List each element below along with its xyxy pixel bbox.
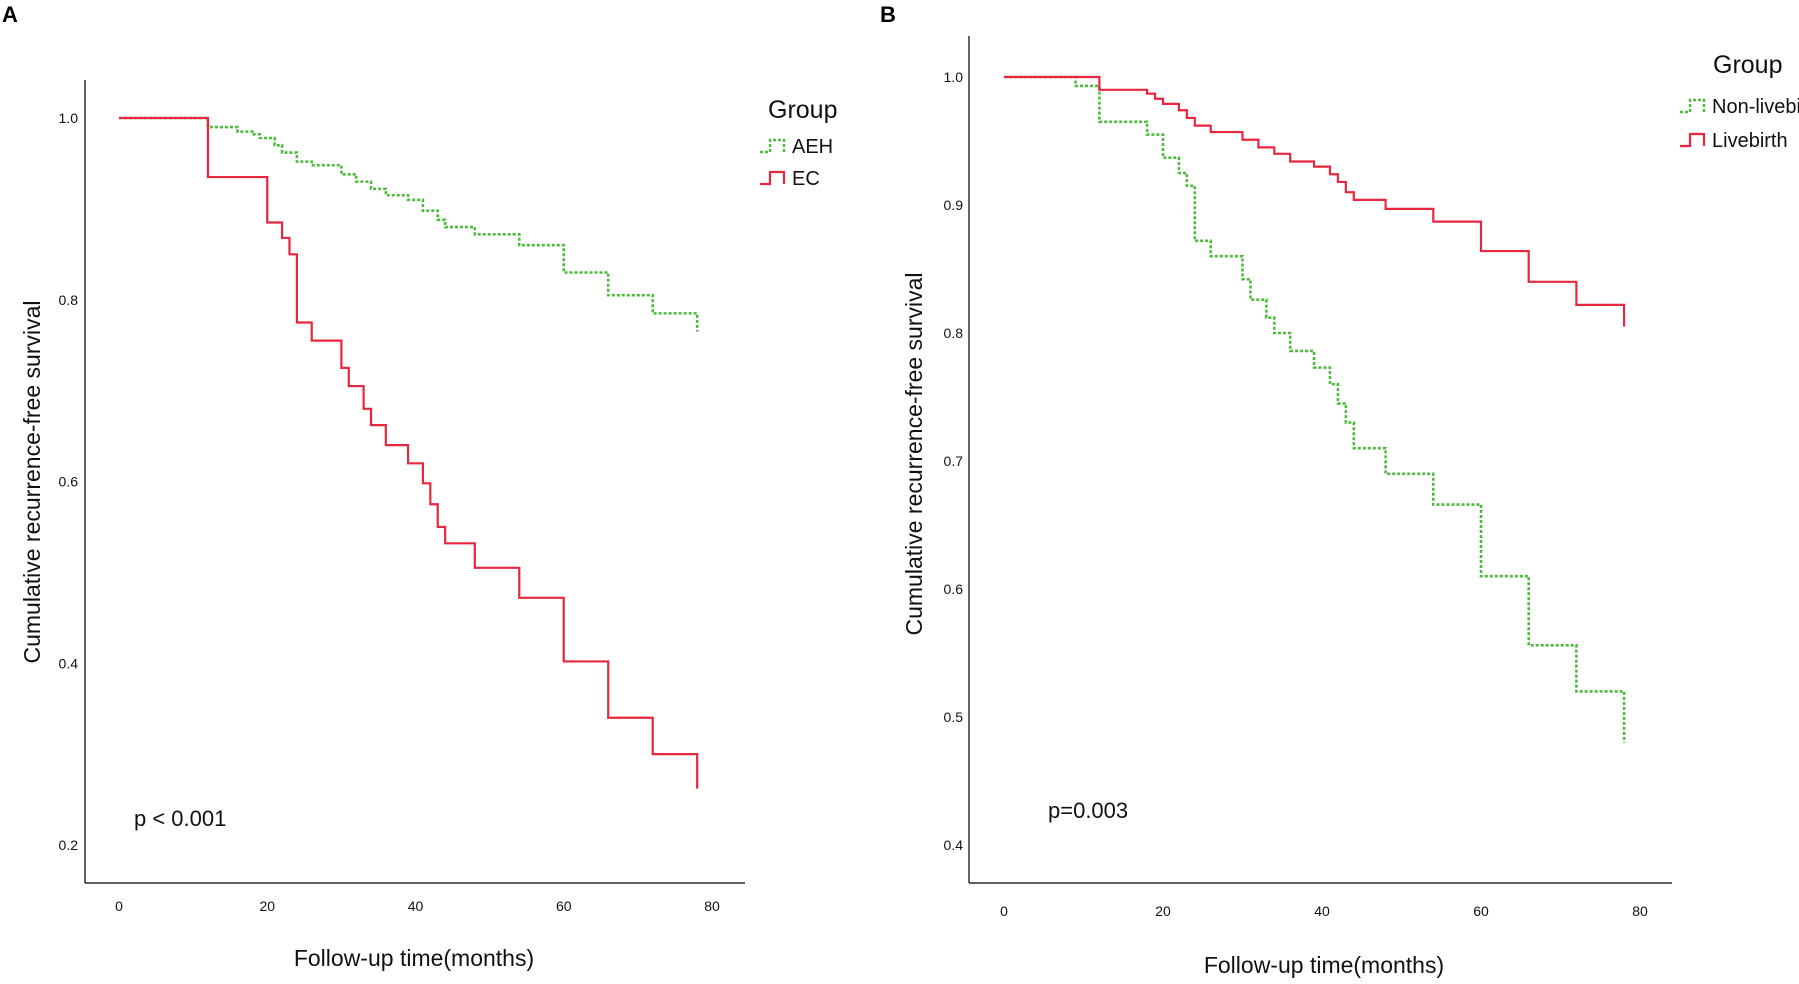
panel-b-x-tick-label: 20 — [1155, 903, 1171, 919]
panel-b-y-tick-label: 1.0 — [944, 69, 964, 85]
panel-a-y-tick-label: 0.6 — [59, 474, 79, 490]
panel-b-y-tick-label: 0.7 — [944, 453, 964, 469]
panel-a-legend-swatch — [760, 170, 786, 186]
panel-b-y-tick-label: 0.4 — [944, 837, 964, 853]
panel-a-x-tick-label: 40 — [408, 898, 424, 914]
panel-b-chart: 0.4 0.5 0.6 0.7 0.8 0.9 1.0 0 20 40 60 80 Cumulati… — [901, 36, 1799, 978]
panel-a-y-tick-label: 0.4 — [59, 655, 79, 671]
panel-b-y-tick-label: 0.9 — [944, 197, 964, 213]
panel-b-x-tick-label: 40 — [1314, 903, 1330, 919]
panel-b-p-value: p=0.003 — [1048, 798, 1128, 823]
panel-b-legend-label: Livebirth — [1712, 130, 1788, 152]
panel-a-x-tick-label: 0 — [115, 898, 123, 914]
panel-b-x-tick-label: 60 — [1473, 903, 1489, 919]
panel-a-legend-label: AEH — [792, 136, 833, 158]
panel-b-legend-title: Group — [1713, 51, 1782, 79]
panel-b-curve-non-livebirth — [1004, 75, 1626, 743]
panel-a-x-tick-label: 60 — [556, 898, 572, 914]
panel-a-x-tick-label: 20 — [259, 898, 275, 914]
panel-a-letter: A — [2, 2, 18, 27]
panel-a-curve-aeh — [119, 116, 699, 332]
panel-a-legend-label: EC — [792, 168, 820, 190]
panel-a-legend-title: Group — [768, 96, 837, 124]
panel-a-x-tick-label: 80 — [704, 898, 720, 914]
panel-a-p-value: p < 0.001 — [134, 806, 226, 831]
panel-b-y-tick-label: 0.5 — [944, 709, 964, 725]
panel-a-y-tick-label: 1.0 — [59, 110, 79, 126]
panel-b-legend: Non-livebirth Livebirth — [1680, 96, 1799, 152]
panel-b-legend-swatch — [1680, 98, 1706, 114]
panel-b-y-axis-title: Cumulative recurrence-free survival — [901, 272, 927, 635]
panel-b-x-axis-title: Follow-up time(months) — [1204, 952, 1444, 978]
panel-b-y-tick-label: 0.6 — [944, 581, 964, 597]
panel-a-y-tick-label: 0.2 — [59, 837, 79, 853]
panel-a-chart: 0.2 0.4 0.6 0.8 1.0 0 20 40 60 80 Cumulative rec… — [19, 80, 837, 971]
panel-a-y-tick-label: 0.8 — [59, 292, 79, 308]
panel-a-legend-swatch — [760, 138, 786, 154]
panel-b-x-tick-label: 80 — [1632, 903, 1648, 919]
panel-b-x-tick-label: 0 — [1000, 903, 1008, 919]
panel-b-legend-label: Non-livebirth — [1712, 96, 1799, 118]
panel-a-curve-ec — [119, 116, 699, 789]
panel-a-y-axis-title: Cumulative recurrence-free survival — [19, 300, 45, 663]
panel-a-legend: AEH EC — [760, 136, 833, 190]
panel-a-x-axis-title: Follow-up time(months) — [294, 945, 534, 971]
panel-b-y-tick-label: 0.8 — [944, 325, 964, 341]
panel-b-letter: B — [880, 2, 896, 27]
panel-b-legend-swatch — [1680, 132, 1706, 148]
panel-b-curve-livebirth — [1004, 75, 1626, 327]
